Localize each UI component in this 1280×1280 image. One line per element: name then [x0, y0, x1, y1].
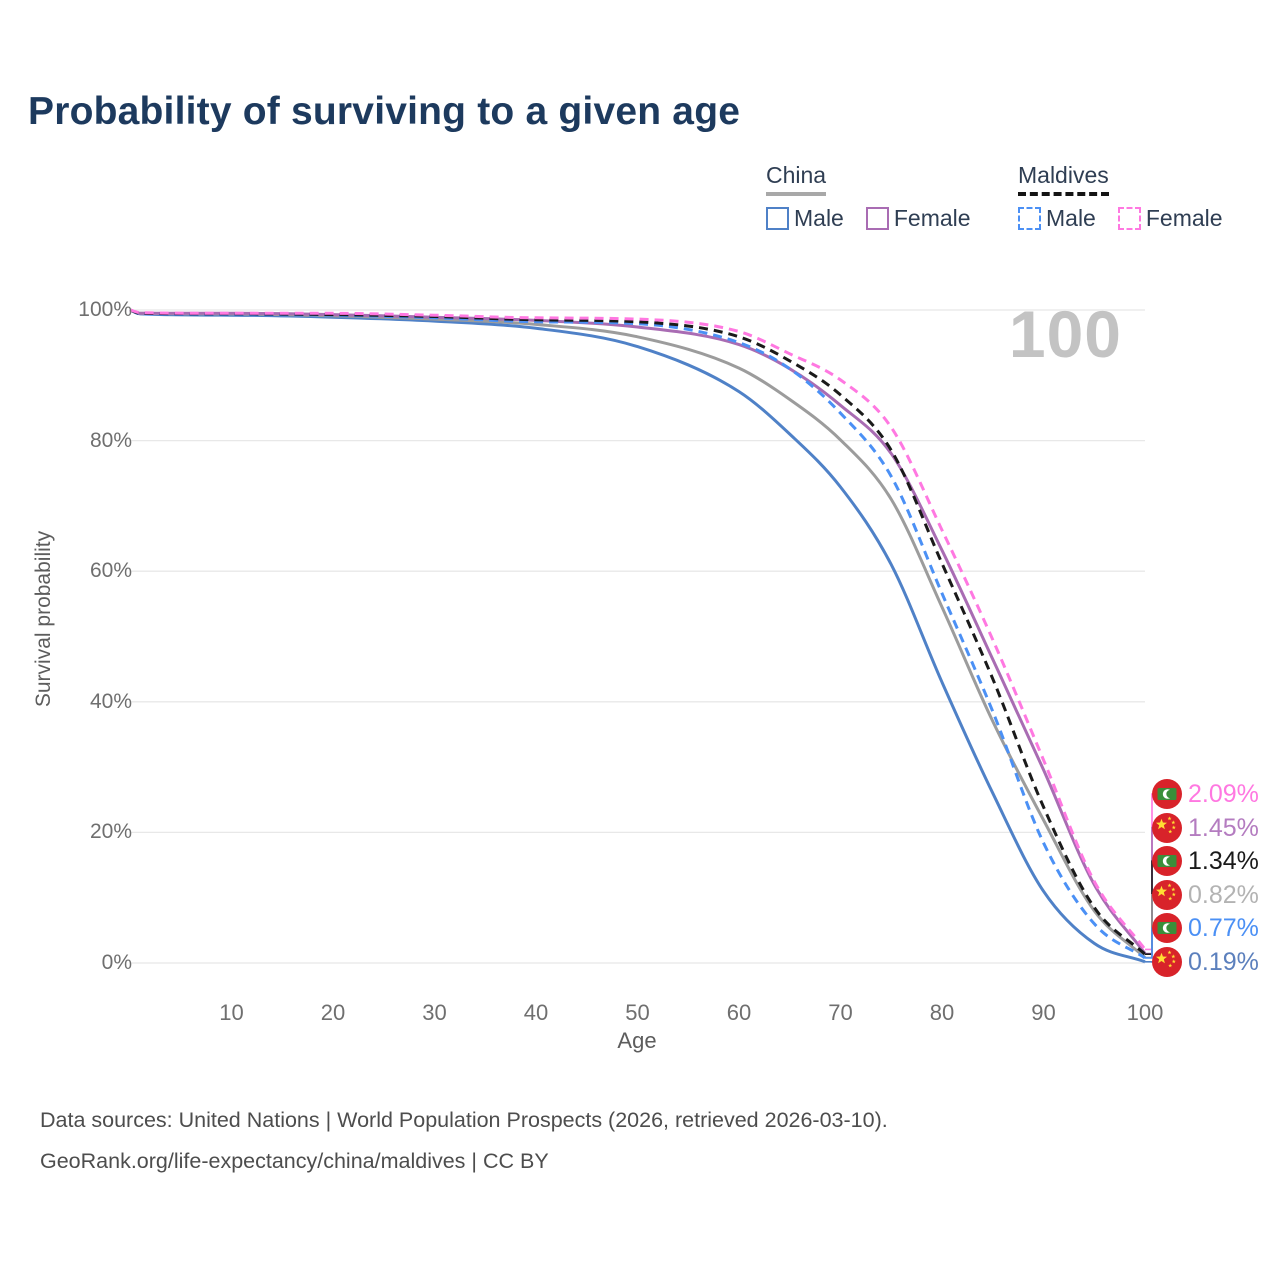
- x-tick-label-60: 60: [726, 1000, 752, 1025]
- x-axis-title: Age: [617, 1028, 657, 1053]
- end-label-china_female[interactable]: 1.45%: [1152, 812, 1259, 844]
- x-tick-label-20: 20: [320, 1000, 346, 1025]
- y-tick-label-20: 20%: [89, 820, 132, 844]
- end-value-maldives_male: 0.77%: [1188, 914, 1259, 943]
- curve-china_male[interactable]: [129, 308, 1146, 964]
- end-label-china_both[interactable]: 0.82%: [1152, 879, 1259, 911]
- y-axis-title: Survival probability: [32, 530, 55, 708]
- maldives-flag-icon: [1152, 779, 1182, 809]
- china-flag-icon: [1152, 879, 1182, 910]
- x-tick-label-100: 100: [1126, 1000, 1164, 1025]
- maldives-flag-icon: [1152, 913, 1182, 944]
- end-value-china_male: 0.19%: [1188, 948, 1259, 976]
- footer-data-sources: Data sources: United Nations | World Pop…: [40, 1108, 888, 1132]
- x-tick-label-10: 10: [219, 1000, 244, 1025]
- x-tick-label-40: 40: [523, 1000, 549, 1025]
- x-tick-label-80: 80: [929, 1000, 955, 1025]
- legend-item-maldives-male[interactable]: Male: [1018, 205, 1096, 232]
- legend-swatch-icon: [1117, 207, 1141, 230]
- legend-group-title-china: China: [766, 162, 827, 196]
- curve-china_female[interactable]: [129, 308, 1147, 955]
- x-tick-label-70: 70: [828, 1000, 853, 1025]
- page-title: Probability of surviving to a given age: [28, 90, 741, 133]
- end-value-china_both: 0.82%: [1188, 880, 1259, 909]
- footer-attribution: GeoRank.org/life-expectancy/china/maldiv…: [40, 1149, 549, 1173]
- curve-maldives_both[interactable]: [129, 308, 1147, 956]
- y-tick-label-60: 60%: [89, 559, 132, 583]
- curve-china_both[interactable]: [129, 308, 1147, 959]
- legend-item-maldives-female[interactable]: Female: [1117, 205, 1223, 232]
- curve-maldives_male[interactable]: [129, 308, 1146, 960]
- x-tick-label-50: 50: [625, 1000, 650, 1025]
- legend-group-china: China Male Female: [766, 162, 971, 232]
- legend-item-label: Female: [1145, 205, 1223, 231]
- legend-item-label: Male: [794, 205, 844, 231]
- y-tick-label-100: 100%: [78, 298, 132, 321]
- y-tick-label-0: 0%: [101, 951, 132, 974]
- curve-maldives_female[interactable]: [129, 308, 1147, 951]
- x-tick-label-30: 30: [422, 1000, 447, 1025]
- legend-item-label: Male: [1046, 205, 1096, 231]
- legend-group-maldives: Maldives Male Female: [1018, 162, 1223, 232]
- end-label-maldives_both[interactable]: 1.34%: [1152, 845, 1259, 877]
- legend-swatch-icon: [865, 207, 889, 230]
- legend-item-label: Female: [893, 205, 971, 231]
- end-label-maldives_male[interactable]: 0.77%: [1152, 912, 1259, 944]
- end-label-maldives_female[interactable]: 2.09%: [1152, 778, 1259, 810]
- legend-item-china-female[interactable]: Female: [865, 205, 971, 232]
- china-flag-icon: [1152, 812, 1182, 843]
- china-flag-icon: [1152, 947, 1182, 977]
- legend-item-china-male[interactable]: Male: [766, 205, 844, 232]
- end-value-china_female: 1.45%: [1188, 813, 1259, 842]
- legend-swatch-icon: [766, 207, 789, 230]
- end-value-maldives_female: 2.09%: [1188, 780, 1259, 808]
- maldives-flag-icon: [1152, 846, 1182, 877]
- x-tick-label-90: 90: [1031, 1000, 1056, 1025]
- y-tick-label-80: 80%: [89, 428, 132, 452]
- highlighted-age-label: 100: [1008, 297, 1122, 371]
- y-tick-label-40: 40%: [89, 689, 132, 713]
- legend-group-title-maldives: Maldives: [1018, 162, 1109, 196]
- end-label-china_male[interactable]: 0.19%: [1152, 946, 1259, 978]
- end-value-maldives_both: 1.34%: [1188, 847, 1259, 876]
- legend-swatch-icon: [1018, 207, 1041, 230]
